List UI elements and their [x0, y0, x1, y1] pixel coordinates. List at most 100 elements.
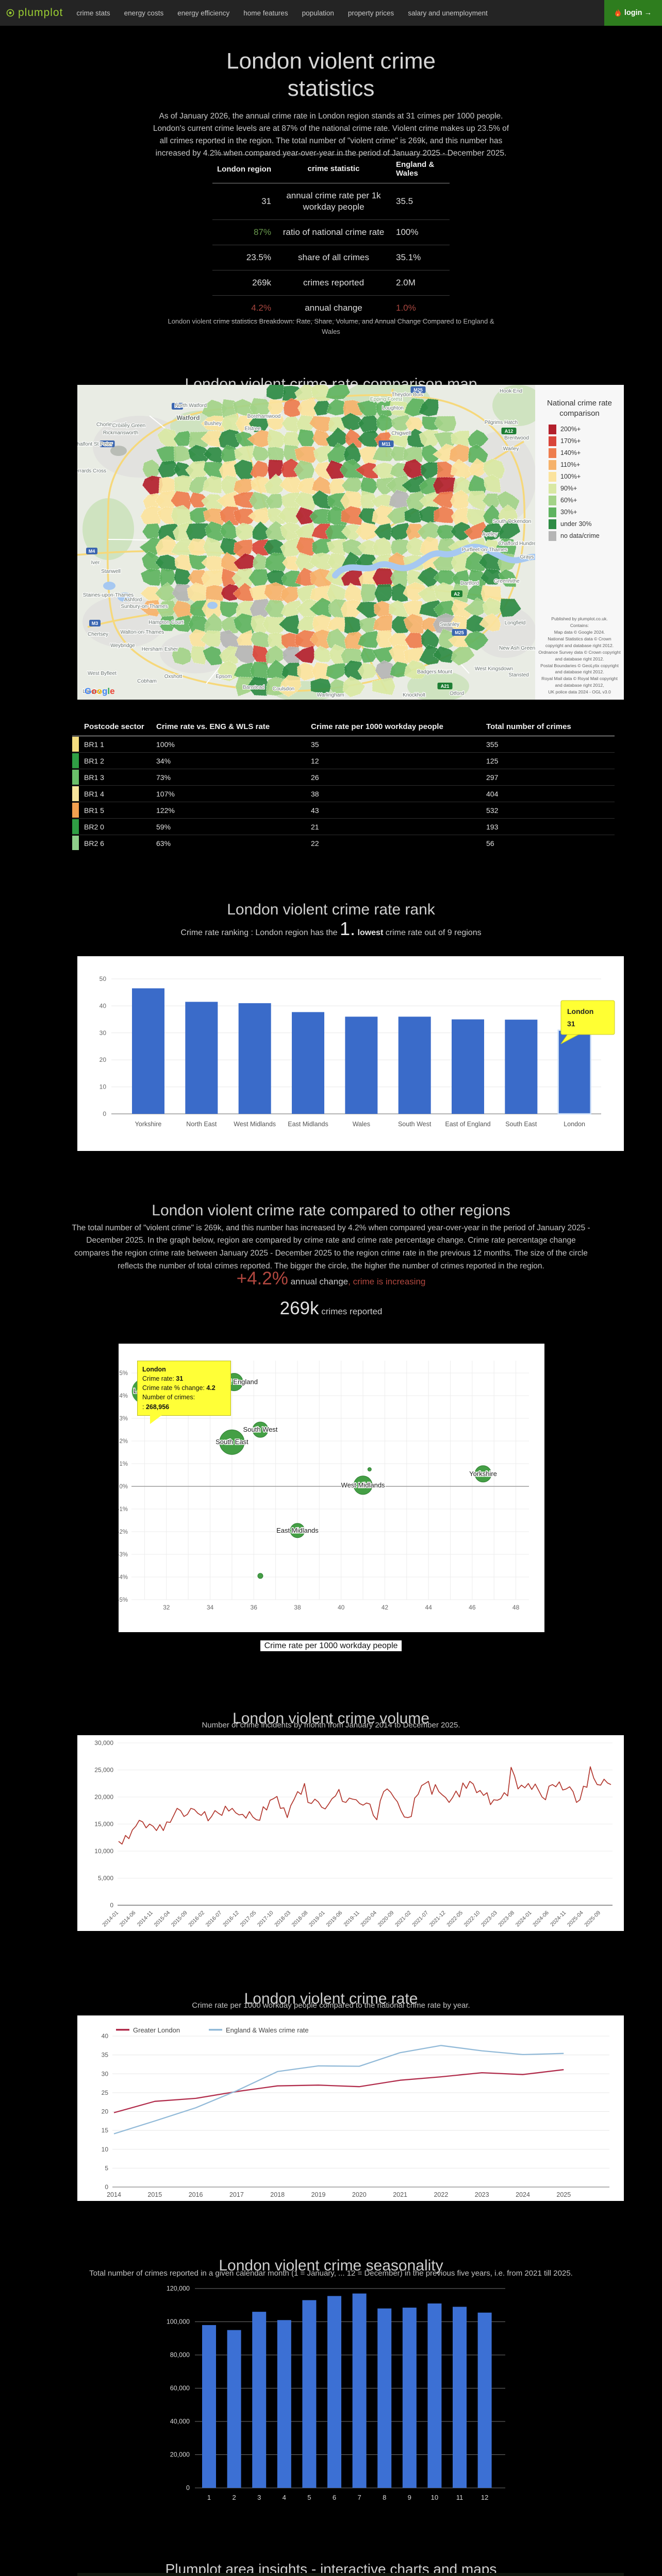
bubble-label: South East	[216, 1438, 249, 1446]
x-axis-label: East Midlands	[288, 1121, 328, 1128]
bar-south-east[interactable]	[505, 1020, 538, 1114]
month-bar-6[interactable]	[327, 2296, 341, 2488]
month-bar-10[interactable]	[427, 2303, 442, 2488]
attribution-line: Postal Boundaries © GeoLytix copyright a…	[540, 663, 619, 675]
rate-line-chart-card[interactable]: 0 5 10 15 20 25 30 35 40 2014 2015 2016 2017 2018 2019…	[77, 2015, 624, 2201]
bubble-chart-card[interactable]: 5% 4% 3% 2% 1% 0% -1% -2% -3% -4% -5% 32 34 36 38 40 42 4…	[118, 1344, 544, 1632]
bar-east-midlands[interactable]	[292, 1012, 324, 1114]
x-axis-label: 3	[257, 2494, 261, 2501]
x-axis-label: 5	[307, 2494, 311, 2501]
map-town-label: Chertsey	[88, 632, 108, 637]
month-bar-7[interactable]	[352, 2293, 367, 2488]
svg-text:25: 25	[102, 2089, 109, 2096]
x-axis-label: 2016-12	[222, 1910, 240, 1928]
x-axis-label: London	[564, 1121, 585, 1128]
svg-text:0: 0	[105, 2183, 108, 2191]
nav-item-population[interactable]: population	[302, 9, 334, 17]
bar-yorkshire[interactable]	[132, 988, 164, 1114]
month-bar-11[interactable]	[453, 2307, 467, 2488]
svg-text:5%: 5%	[119, 1370, 128, 1377]
map-town-label: Longfield	[505, 620, 526, 626]
legend-item: 170%+	[549, 436, 624, 446]
month-bar-5[interactable]	[302, 2300, 317, 2488]
bubble-south-west[interactable]	[252, 1421, 269, 1438]
intro-paragraph: As of January 2026, the annual crime rat…	[153, 111, 509, 158]
bar-london[interactable]	[557, 1029, 591, 1115]
x-axis-label: 2019-11	[342, 1910, 360, 1928]
nav-item-salary-and-unemployment[interactable]: salary and unemployment	[408, 9, 488, 17]
map-town-label: North Watford	[175, 403, 207, 409]
bubble-south-east[interactable]	[219, 1429, 245, 1455]
legend-entry: Greater London	[133, 2026, 180, 2034]
map-town-label: Otford	[450, 691, 464, 697]
summary-col-header: crime statistic	[307, 164, 360, 174]
sector-row: BR1 4 107% 38 404	[72, 786, 615, 802]
bubble-west-midlands[interactable]	[353, 1476, 373, 1495]
svg-text:20: 20	[100, 1056, 107, 1063]
bar-wales[interactable]	[345, 1016, 378, 1114]
line-england-wales-crime-rate[interactable]	[113, 2045, 564, 2134]
sector-row: BR1 3 73% 26 297	[72, 769, 615, 786]
sector-col-header: Crime rate vs. ENG & WLS rate	[156, 722, 270, 731]
map-town-label: Pilgrims Hatch	[485, 420, 518, 426]
month-bar-3[interactable]	[252, 2312, 267, 2488]
summary-row: 4.2% annual change 1.0%	[212, 296, 450, 321]
map-town-label: Borehamwood	[247, 414, 280, 419]
nav-item-home-features[interactable]: home features	[243, 9, 288, 17]
compare-paragraph: The total number of "violent crime" is 2…	[72, 1223, 590, 1270]
legend-entry: England & Wales crime rate	[226, 2026, 309, 2034]
road-badge: M4	[89, 549, 95, 554]
x-axis-label: 2017-05	[239, 1910, 258, 1928]
legend-swatch	[549, 483, 556, 494]
x-axis-label: East of England	[445, 1121, 490, 1128]
x-axis-label: 2021	[393, 2191, 407, 2198]
bar-east-of-england[interactable]	[452, 1019, 484, 1114]
volume-line[interactable]	[118, 1766, 611, 1845]
x-axis-label: 2018-03	[273, 1910, 292, 1928]
map-town-label: West Byfleet	[88, 671, 117, 676]
seasonality-bar-chart[interactable]: 120,000 100,000 80,000 60,000 40,000 20,000 0 1…	[0, 2283, 662, 2507]
x-axis-label: West Midlands	[234, 1121, 276, 1128]
bar-south-west[interactable]	[398, 1016, 431, 1114]
bar-west-midlands[interactable]	[238, 1003, 271, 1114]
line-greater-london[interactable]	[113, 2069, 564, 2113]
svg-text:5,000: 5,000	[98, 1875, 113, 1882]
month-bar-4[interactable]	[277, 2320, 291, 2488]
map-town-label: Aveley	[482, 532, 498, 537]
x-axis-label: 2016-07	[205, 1910, 223, 1928]
bubble-east-midlands[interactable]	[290, 1523, 305, 1538]
rank-bar-chart-card[interactable]: 0 10 20 30 40 50 Yorkshire North East West Midla…	[77, 956, 624, 1151]
month-bar-12[interactable]	[477, 2312, 492, 2488]
bar-north-east[interactable]	[185, 1002, 218, 1114]
nav-item-property-prices[interactable]: property prices	[347, 9, 394, 17]
road-badge: A12	[505, 429, 514, 434]
rank-section-title: London violent crime rate rank	[227, 901, 435, 918]
bubble-yorkshire[interactable]	[474, 1465, 492, 1483]
map-town-label: Greenhithe	[494, 579, 520, 584]
svg-text:35: 35	[102, 2052, 109, 2059]
summary-row: 269k crimes reported 2.0M	[212, 270, 450, 296]
legend-item: 100%+	[549, 471, 624, 482]
volume-line-chart-card[interactable]: 30,000 25,000 20,000 15,000 10,000 5,000 0 2014…	[77, 1735, 624, 1931]
month-bar-9[interactable]	[402, 2308, 417, 2488]
nav-item-crime-stats[interactable]: crime stats	[76, 9, 110, 17]
bubble-north-east[interactable]	[367, 1467, 372, 1471]
nav-item-energy-costs[interactable]: energy costs	[124, 9, 164, 17]
nav-item-energy-efficiency[interactable]: energy efficiency	[177, 9, 230, 17]
map-town-label: Brentwood	[504, 435, 529, 441]
svg-text:-2%: -2%	[119, 1529, 128, 1535]
svg-text:60,000: 60,000	[170, 2385, 190, 2392]
x-axis-label: 2022-10	[463, 1910, 482, 1928]
x-axis-label: 2025-09	[583, 1910, 602, 1928]
bubble-wales[interactable]	[257, 1573, 263, 1579]
choropleth-map[interactable]: M25 M25 M25 M1 M11 M3 M4 A12 A2 A21 North Watford W…	[77, 385, 535, 700]
month-bar-1[interactable]	[202, 2325, 216, 2488]
month-bar-2[interactable]	[227, 2330, 241, 2488]
attribution-line: UK police data 2024 - OGL v3.0	[548, 689, 611, 695]
month-bar-8[interactable]	[377, 2308, 392, 2488]
login-button[interactable]: login →	[604, 0, 662, 26]
brand-logo[interactable]: plumplot	[6, 7, 63, 19]
svg-text:25,000: 25,000	[94, 1767, 113, 1774]
svg-text:15,000: 15,000	[94, 1821, 113, 1828]
map-town-label: Elstree	[244, 426, 261, 432]
